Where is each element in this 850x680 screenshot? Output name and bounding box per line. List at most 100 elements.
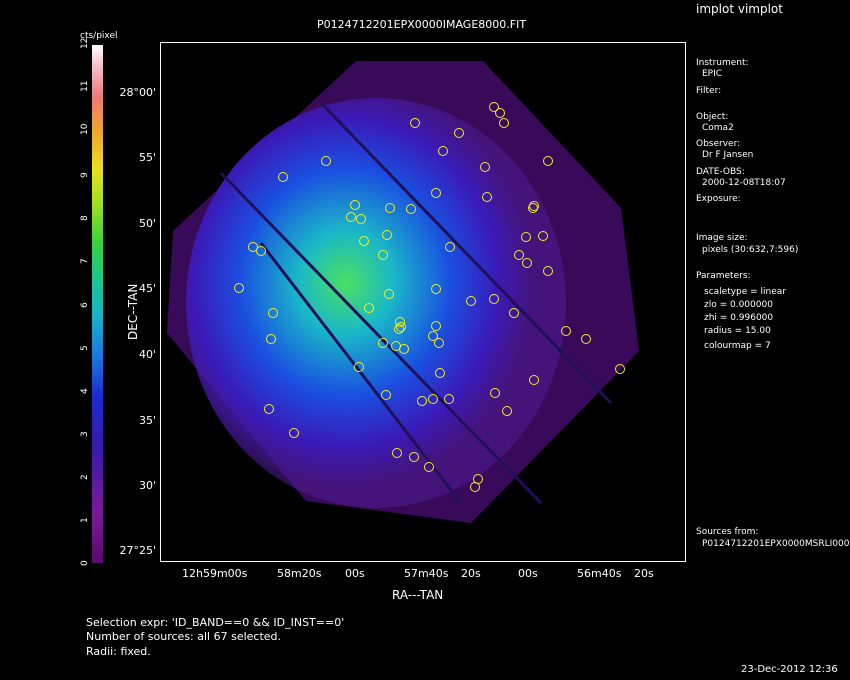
source-circle[interactable] [350, 200, 360, 210]
source-circle[interactable] [495, 108, 505, 118]
source-circle[interactable] [382, 230, 392, 240]
source-circle[interactable] [266, 334, 276, 344]
date-value: 2000-12-08T18:07 [702, 178, 786, 188]
source-circle[interactable] [435, 368, 445, 378]
source-circle[interactable] [543, 266, 553, 276]
source-circle[interactable] [381, 390, 391, 400]
param-colourmap: colourmap = 7 [704, 341, 771, 351]
source-circle[interactable] [489, 294, 499, 304]
source-circle[interactable] [480, 162, 490, 172]
y-tick-label: 27°25' [119, 544, 156, 557]
colorbar-tick-label: 8 [80, 215, 90, 222]
source-circle[interactable] [581, 334, 591, 344]
source-circle[interactable] [434, 338, 444, 348]
source-circle[interactable] [264, 404, 274, 414]
source-circle[interactable] [395, 317, 405, 327]
ccd-gap [319, 101, 613, 405]
exposure-label: Exposure: [696, 194, 741, 204]
source-circle[interactable] [438, 146, 448, 156]
source-circle[interactable] [385, 203, 395, 213]
source-circle[interactable] [424, 462, 434, 472]
source-circle[interactable] [538, 231, 548, 241]
y-tick-label: 35' [138, 414, 156, 427]
colorbar-tick-label: 1 [80, 517, 90, 523]
imagesize-value: pixels (30:632,7:596) [702, 245, 799, 255]
source-circle[interactable] [466, 296, 476, 306]
source-circles[interactable] [234, 102, 625, 492]
source-circle[interactable] [482, 192, 492, 202]
source-circle[interactable] [514, 250, 524, 260]
source-circle[interactable] [378, 338, 388, 348]
colorbar-tick-label: 12 [80, 37, 90, 49]
source-circle[interactable] [615, 364, 625, 374]
source-circle[interactable] [394, 324, 404, 334]
params-label: Parameters: [696, 271, 751, 281]
colorbar-tick-label: 9 [80, 172, 90, 179]
source-circle[interactable] [502, 406, 512, 416]
colorbar [92, 45, 103, 563]
source-circle[interactable] [406, 204, 416, 214]
source-circle[interactable] [522, 258, 532, 268]
colorbar-tick-label: 0 [80, 560, 90, 566]
source-circle[interactable] [356, 214, 366, 224]
source-circle[interactable] [396, 322, 406, 332]
colorbar-tick-label: 11 [80, 80, 90, 93]
source-circle[interactable] [543, 156, 553, 166]
param-radius: radius = 15.00 [704, 326, 771, 336]
source-circle[interactable] [428, 394, 438, 404]
source-circle[interactable] [521, 232, 531, 242]
source-circle[interactable] [529, 375, 539, 385]
source-circle[interactable] [392, 448, 402, 458]
source-circle[interactable] [384, 289, 394, 299]
colorbar-tick-label: 3 [80, 431, 90, 437]
source-circle[interactable] [561, 326, 571, 336]
source-circle[interactable] [234, 283, 244, 293]
source-circle[interactable] [321, 156, 331, 166]
y-tick-label: 30' [138, 479, 156, 492]
source-circle[interactable] [256, 246, 266, 256]
imagesize-label: Image size: [696, 233, 748, 243]
source-circle[interactable] [417, 396, 427, 406]
date-label: DATE-OBS: [696, 167, 745, 177]
source-circle[interactable] [431, 284, 441, 294]
y-tick-label: 50' [138, 217, 156, 230]
selection-expression: Selection expr: 'ID_BAND==0 && ID_INST==… [86, 616, 345, 629]
source-circle[interactable] [489, 102, 499, 112]
xray-image[interactable] [161, 43, 685, 561]
source-circle[interactable] [431, 188, 441, 198]
source-circle[interactable] [454, 128, 464, 138]
source-circle[interactable] [289, 428, 299, 438]
source-circle[interactable] [529, 201, 539, 211]
source-circle[interactable] [444, 394, 454, 404]
source-circle[interactable] [409, 452, 419, 462]
source-circle[interactable] [346, 212, 356, 222]
object-label: Object: [696, 112, 729, 122]
source-circle[interactable] [431, 321, 441, 331]
param-zlo: zlo = 0.000000 [704, 300, 773, 310]
ccd-gap [219, 171, 543, 505]
colorbar-tick-label: 5 [80, 344, 90, 351]
source-circle[interactable] [248, 242, 258, 252]
source-circle[interactable] [364, 303, 374, 313]
source-circle[interactable] [278, 172, 288, 182]
sources-value: P0124712201EPX0000MSRLI0000.F [702, 539, 850, 549]
source-circle[interactable] [359, 236, 369, 246]
ccd-gap [259, 242, 463, 504]
source-circle[interactable] [470, 482, 480, 492]
source-circle[interactable] [499, 118, 509, 128]
source-circle[interactable] [354, 362, 364, 372]
source-circle[interactable] [490, 388, 500, 398]
source-circle[interactable] [428, 331, 438, 341]
x-tick-label: 56m40s [577, 567, 622, 580]
x-tick-label: 00s [345, 567, 365, 580]
source-circle[interactable] [445, 242, 455, 252]
source-circle[interactable] [410, 118, 420, 128]
image-plot[interactable] [160, 42, 686, 562]
instrument-value: EPIC [702, 69, 723, 79]
source-circle[interactable] [378, 250, 388, 260]
source-circle[interactable] [528, 203, 538, 213]
source-circle[interactable] [268, 308, 278, 318]
source-circle[interactable] [509, 308, 519, 318]
x-axis-label: RA---TAN [392, 588, 444, 602]
source-circle[interactable] [399, 344, 409, 354]
